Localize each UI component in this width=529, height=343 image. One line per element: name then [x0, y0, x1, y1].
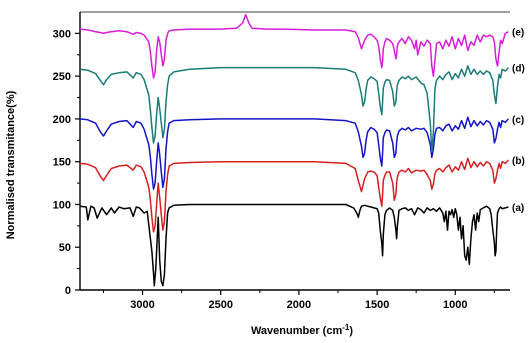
series-label-2: (c) [512, 115, 524, 126]
y-tick-label: 50 [59, 242, 71, 254]
x-tick-label: 1000 [443, 299, 467, 311]
x-tick-label: 2500 [208, 299, 232, 311]
y-tick-label: 250 [53, 71, 71, 83]
y-tick-label: 0 [65, 285, 71, 297]
y-tick-label: 200 [53, 114, 71, 126]
series-label-0: (a) [512, 203, 524, 214]
x-tick-label: 2000 [287, 299, 311, 311]
series-lines [79, 13, 509, 287]
series-label-3: (d) [512, 64, 525, 75]
series-line-0 [79, 203, 509, 287]
series-labels: (a) (b) (c) (d) (e) [512, 28, 525, 214]
y-axis-title: Normalised transmitance(%) [5, 90, 17, 239]
x-tick-label: 1500 [365, 299, 389, 311]
y-tick-label: 300 [53, 28, 71, 40]
series-line-3 [79, 65, 509, 153]
y-tick-label: 100 [53, 199, 71, 211]
series-label-1: (b) [512, 156, 525, 167]
series-label-4: (e) [512, 28, 524, 39]
plot-area [79, 11, 510, 291]
x-axis-title: Wavenumber (cm-1) [251, 323, 353, 337]
x-axis-ticks: 3000 2500 2000 1500 1000 [102, 290, 495, 311]
y-tick-label: 150 [53, 157, 71, 169]
y-axis-ticks: 0 50 100 150 200 250 300 [53, 28, 80, 297]
series-line-2 [79, 116, 509, 190]
series-line-1 [79, 157, 509, 233]
series-line-4 [79, 13, 509, 79]
x-tick-label: 3000 [130, 299, 154, 311]
